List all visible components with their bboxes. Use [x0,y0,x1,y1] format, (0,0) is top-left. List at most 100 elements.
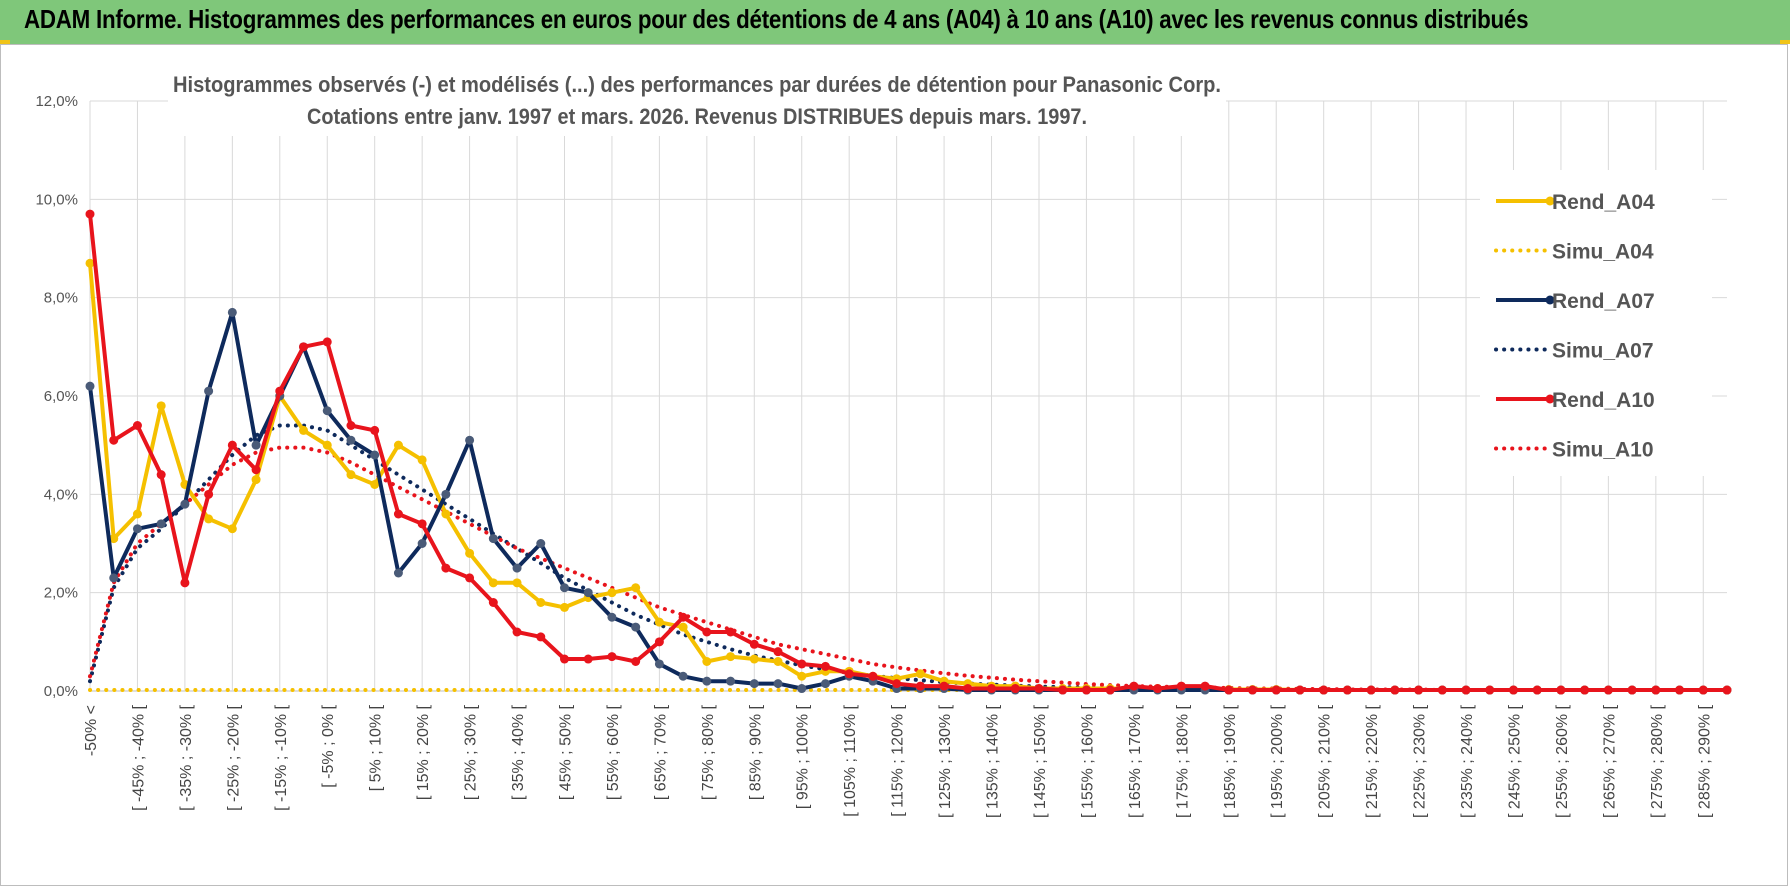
legend-label: Simu_A10 [1552,439,1654,462]
data-point [204,386,214,396]
data-point [678,622,688,632]
x-tick-label: [ 95% ; 100% [ [795,704,812,809]
data-point [1556,685,1566,695]
data-point [1651,685,1661,695]
chart-grid [89,100,1727,692]
data-point [1342,685,1352,695]
data-point [1034,684,1044,694]
data-point [204,489,214,499]
chart-subtitle: Cotations entre janv. 1997 et mars. 2026… [307,104,1087,129]
data-point [109,435,119,445]
data-point [346,421,356,430]
data-point [607,588,617,598]
x-tick-label: [ 85% ; 90% [ [747,704,764,800]
data-point [1319,685,1329,695]
data-point [85,258,95,268]
legend: Rend_A04 Simu_A04 Rend_A07 Simu_A07 Rend_A10… [1494,191,1655,462]
x-tick-label: [ -15% ; -10% [ [273,704,290,810]
x-tick-label: [ 255% ; 260% [ [1554,704,1571,818]
x-tick-label: [ -35% ; -30% [ [178,704,195,810]
data-point [417,539,427,548]
x-tick-label: [ 135% ; 140% [ [985,704,1002,818]
data-point [1248,685,1258,695]
data-point [156,519,166,529]
data-point [607,612,617,622]
data-point [1129,681,1139,691]
data-point [1414,685,1424,695]
data-point [844,669,854,679]
data-point [441,509,451,519]
data-point [678,671,688,681]
data-point [346,435,356,445]
data-point [749,639,759,649]
data-point [1485,685,1495,695]
data-point [702,657,712,666]
report-title: ADAM Informe. Histogrammes des performan… [24,4,1529,34]
data-point [85,381,95,391]
data-point [1176,681,1186,691]
header-corner-right [1780,40,1790,44]
data-point [299,425,309,435]
data-point [393,440,403,450]
data-point [370,425,380,435]
x-tick-label: [ 155% ; 160% [ [1079,704,1096,818]
data-point [1675,685,1685,695]
data-point [654,617,664,627]
data-point [678,612,688,622]
x-tick-label: [ 205% ; 210% [ [1317,704,1334,818]
title-background [168,66,1226,136]
x-tick-label: [ 235% ; 240% [ [1459,704,1476,818]
data-point [536,539,546,548]
x-tick-label: [ 45% ; 50% [ [557,704,574,800]
data-point [370,450,380,460]
data-point [915,669,925,679]
data-point [559,583,569,593]
data-point [559,602,569,612]
data-point [441,489,451,499]
x-tick-label: [ 105% ; 110% [ [842,704,859,816]
legend-label: Rend_A07 [1552,290,1655,313]
x-tick-label: -50% < [83,705,100,756]
data-point [726,676,736,686]
data-point [85,209,95,219]
data-point [1224,685,1234,695]
y-tick-label: 12,0% [35,93,78,110]
y-tick-label: 0,0% [44,683,78,700]
report-header: ADAM Informe. Histogrammes des performan… [0,0,1790,44]
data-point [797,684,807,694]
data-point [488,534,498,544]
data-point [227,307,237,317]
data-point [227,440,237,450]
data-point [132,524,142,534]
y-axis-ticks: 0,0% 2,0% 4,0% 6,0% 8,0% 10,0% 12,0% [35,93,78,700]
data-point [370,480,380,489]
data-point [1508,685,1518,695]
data-point [536,632,546,642]
data-point [797,659,807,669]
y-tick-label: 4,0% [44,486,78,503]
x-tick-label: [ 225% ; 230% [ [1412,704,1429,818]
data-point [393,568,403,578]
data-point [939,681,949,691]
x-tick-label: [ 125% ; 130% [ [937,704,954,818]
data-point [251,475,261,485]
x-tick-label: [ 195% ; 200% [ [1269,704,1286,818]
data-point [654,659,664,669]
data-point [1390,685,1400,695]
data-point [251,440,261,450]
data-point [251,465,261,475]
data-point [132,509,142,519]
data-point [892,679,902,689]
data-point [417,455,427,465]
data-point [156,470,166,480]
data-point [322,337,332,347]
data-point [702,627,712,637]
x-tick-label: [ 175% ; 180% [ [1174,704,1191,818]
x-tick-label: [ -45% ; -40% [ [130,704,147,810]
data-point [631,622,641,632]
data-point [773,657,783,666]
x-tick-label: [ 145% ; 150% [ [1032,704,1049,818]
y-tick-label: 6,0% [44,388,78,405]
y-tick-label: 8,0% [44,290,78,307]
